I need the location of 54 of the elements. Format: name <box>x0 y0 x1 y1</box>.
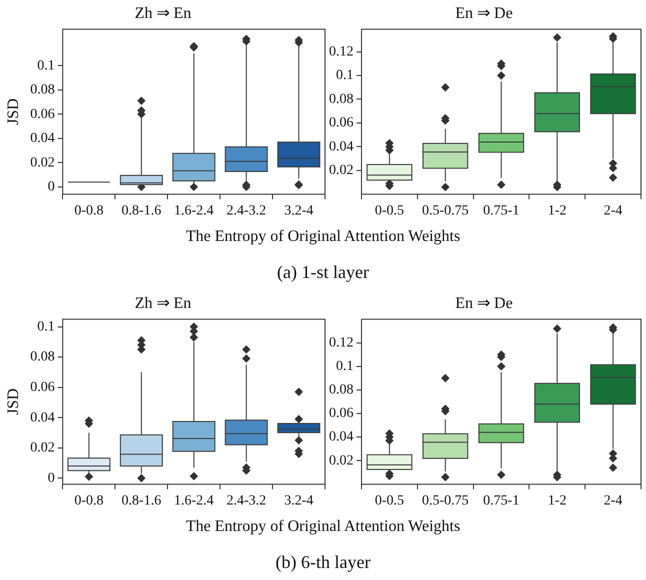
y-tick-label: 0.12 <box>329 44 354 60</box>
chart-title: Zh ⇒ En <box>134 294 192 312</box>
x-tick-label: 1.6-2.4 <box>174 203 214 218</box>
x-tick-label: 0-0.5 <box>374 493 404 508</box>
x-tick-label: 0.75-1 <box>483 203 520 218</box>
y-tick-label: 0.02 <box>30 155 55 170</box>
y-tick-label: 0.08 <box>329 382 354 398</box>
y-tick-label: 0 <box>48 180 55 195</box>
x-tick-label: 0.8-1.6 <box>122 203 162 218</box>
chart-title: Zh ⇒ En <box>134 4 192 22</box>
x-axis-title: The Entropy of Original Attention Weights <box>184 228 462 246</box>
x-tick-label: 2-4 <box>604 493 622 508</box>
y-tick-label: 0.04 <box>30 410 55 426</box>
x-axis-title: The Entropy of Original Attention Weights <box>184 518 462 536</box>
y-tick-label: 0.04 <box>329 430 354 445</box>
y-tick-label: 0.1 <box>37 58 55 74</box>
y-tick-label: 0.04 <box>30 131 55 146</box>
text: (b) 6-th layer <box>274 552 372 573</box>
y-axis-title: JSD <box>4 388 22 416</box>
y-tick-label: 0.02 <box>30 440 55 456</box>
x-tick-label: 2.4-3.2 <box>226 203 266 218</box>
x-tick-label: 0.75-1 <box>483 493 520 508</box>
x-tick-label: 1.6-2.4 <box>174 493 214 508</box>
y-tick-label: 0.02 <box>329 453 354 468</box>
y-tick-label: 0 <box>48 470 55 486</box>
x-tick-label: 0.5-0.75 <box>422 203 469 218</box>
x-tick-label: 3.2-4 <box>284 493 314 508</box>
y-tick-label: 0.12 <box>329 335 354 350</box>
x-tick-label: 0.8-1.6 <box>122 493 162 508</box>
y-tick-label: 0.08 <box>30 350 55 365</box>
x-tick-label: 0-0.8 <box>74 493 104 508</box>
x-tick-label: 2-4 <box>604 203 622 218</box>
x-tick-label: 0-0.5 <box>374 203 404 218</box>
x-tick-label: 1-2 <box>548 493 566 508</box>
x-tick-label: 0-0.8 <box>74 203 104 218</box>
y-tick-label: 0.06 <box>329 406 354 422</box>
y-tick-label: 0.06 <box>30 380 55 395</box>
y-tick-label: 0.08 <box>329 92 354 107</box>
y-tick-label: 0.1 <box>336 359 354 374</box>
y-tick-label: 0.1 <box>37 319 55 334</box>
text: (a) 1-st layer <box>276 262 370 283</box>
y-tick-label: 0.06 <box>30 106 55 122</box>
chart-title: En ⇒ De <box>455 294 513 312</box>
y-tick-label: 0.04 <box>329 139 354 154</box>
y-axis-title: JSD <box>4 98 22 126</box>
x-tick-label: 2.4-3.2 <box>226 493 266 508</box>
chart-title: En ⇒ De <box>455 4 513 22</box>
y-tick-label: 0.1 <box>336 68 354 84</box>
y-tick-label: 0.06 <box>329 116 354 131</box>
x-tick-label: 1-2 <box>548 203 566 218</box>
x-tick-label: 0.5-0.75 <box>422 493 469 508</box>
x-tick-label: 3.2-4 <box>284 203 314 218</box>
y-tick-label: 0.02 <box>329 163 354 178</box>
y-tick-label: 0.08 <box>30 82 55 98</box>
